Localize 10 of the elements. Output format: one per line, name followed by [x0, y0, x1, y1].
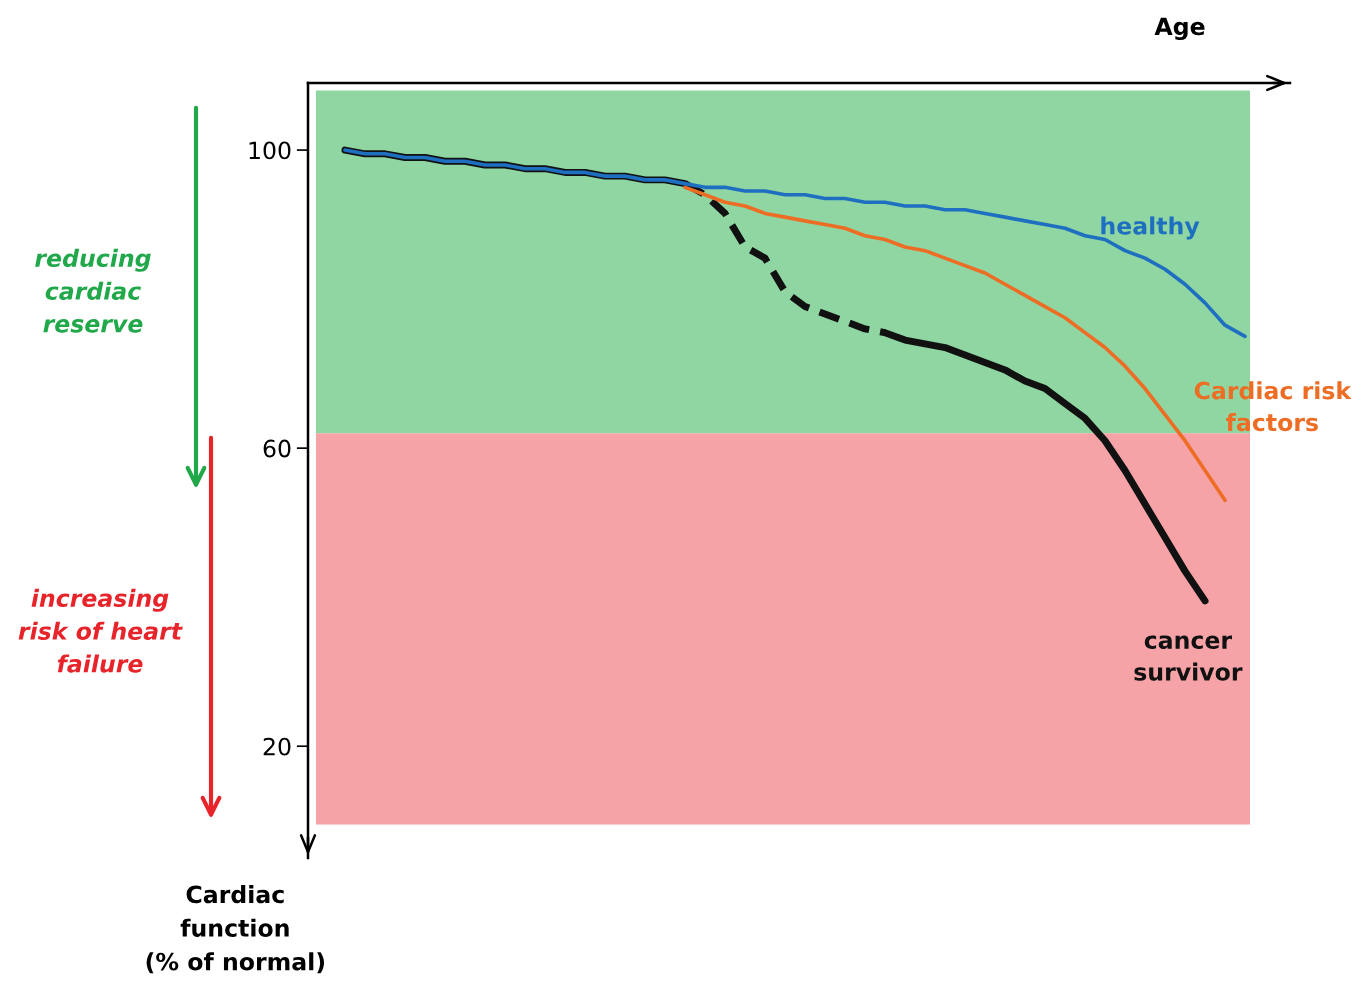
x-axis-title: Age: [1154, 17, 1205, 41]
text: increasing risk of heart failure: [18, 588, 183, 673]
line-series: [343, 148, 1247, 339]
series-label: healthy: [1101, 216, 1200, 240]
y-tick-label: 100: [249, 141, 291, 160]
y-tick-label: 60: [263, 439, 291, 458]
text: cancer survivor: [1134, 635, 1243, 681]
y-axis-title: Cardiac function (% of normal): [146, 885, 325, 974]
y-tick-label: 20: [263, 737, 291, 756]
text: reducing cardiac reserve: [35, 248, 151, 333]
